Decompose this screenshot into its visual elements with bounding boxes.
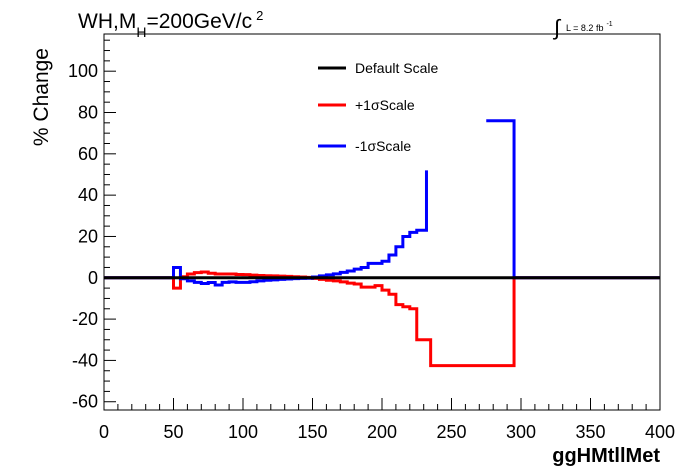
x-tick-label: 350 xyxy=(575,422,605,442)
title-subscript: H xyxy=(136,24,146,40)
x-tick-label: 300 xyxy=(506,422,536,442)
legend-label-plus-1sigma: +1σScale xyxy=(355,97,415,113)
y-tick-label: 40 xyxy=(78,185,98,205)
x-tick-label: 50 xyxy=(163,422,183,442)
y-tick-label: 0 xyxy=(88,268,98,288)
luminosity-superscript: -1 xyxy=(606,21,612,28)
x-tick-label: 150 xyxy=(297,422,327,442)
chart-title: WH,MH=200GeV/c 2 xyxy=(78,8,263,40)
series-line-3 xyxy=(486,119,660,280)
axis-ticks xyxy=(103,39,661,410)
plot-frame xyxy=(103,33,661,411)
y-tick-label: -60 xyxy=(72,392,98,412)
y-tick-label: 20 xyxy=(78,226,98,246)
luminosity-label: L = 8.2 fb -1 xyxy=(566,21,613,33)
x-tick-label: 0 xyxy=(99,422,109,442)
integral-sign-icon: ∫ xyxy=(552,15,562,40)
x-axis-label: ggHMtllMet xyxy=(552,445,660,467)
legend: Default Scale +1σScale -1σScale xyxy=(318,60,438,154)
legend-label-default-scale: Default Scale xyxy=(355,60,438,76)
y-tick-labels: -60 -40 -20 0 20 40 60 80 100 xyxy=(68,61,98,412)
title-main: WH,M xyxy=(78,10,136,33)
y-tick-label: 80 xyxy=(78,103,98,123)
x-tick-label: 200 xyxy=(367,422,397,442)
legend-label-minus-1sigma: -1σScale xyxy=(355,138,411,154)
x-tick-label: 250 xyxy=(436,422,466,442)
series-line-2 xyxy=(104,170,428,287)
y-tick-label: -40 xyxy=(72,350,98,370)
series-layer xyxy=(104,119,660,368)
luminosity-text: L = 8.2 fb xyxy=(566,23,603,33)
title-after-subscript: =200GeV/c xyxy=(146,10,252,33)
y-axis-label: % Change xyxy=(30,48,53,146)
y-tick-label: 60 xyxy=(78,144,98,164)
y-tick-label: -20 xyxy=(72,309,98,329)
series-line-1 xyxy=(104,270,660,368)
title-superscript: 2 xyxy=(256,8,263,23)
y-tick-label: 100 xyxy=(68,61,98,81)
x-tick-labels: 0 50 100 150 200 250 300 350 400 xyxy=(99,422,675,442)
x-tick-label: 100 xyxy=(228,422,258,442)
x-tick-label: 400 xyxy=(645,422,675,442)
